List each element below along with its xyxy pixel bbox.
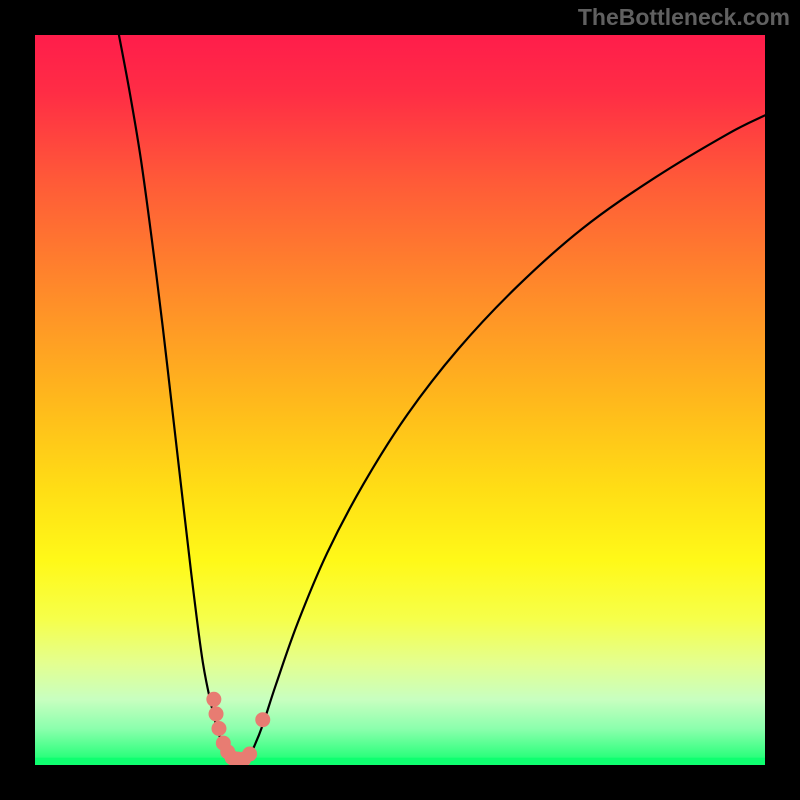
watermark-text: TheBottleneck.com	[578, 4, 790, 31]
bottleneck-chart	[35, 35, 765, 765]
valley-marker	[209, 707, 223, 721]
valley-marker	[256, 713, 270, 727]
valley-marker	[212, 722, 226, 736]
valley-marker	[243, 747, 257, 761]
gradient-background	[35, 35, 765, 765]
bottom-green-band	[35, 758, 765, 765]
chart-container: TheBottleneck.com	[0, 0, 800, 800]
valley-marker	[207, 692, 221, 706]
